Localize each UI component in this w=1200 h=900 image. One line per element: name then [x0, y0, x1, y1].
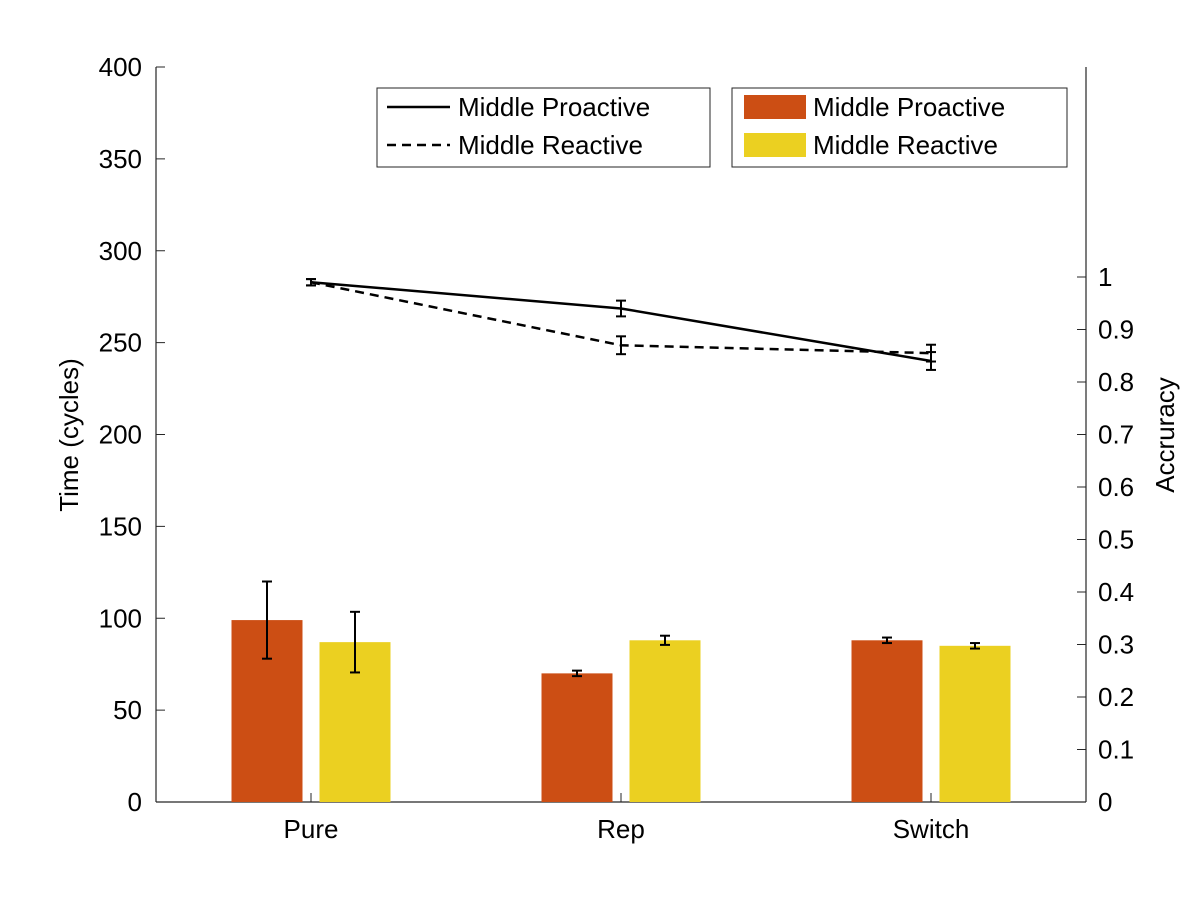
right-axis-title: Accruracy: [1150, 377, 1180, 493]
bar: [541, 673, 613, 802]
left-tick-label: 350: [99, 144, 142, 174]
right-tick-label: 0.5: [1098, 525, 1134, 555]
right-tick-label: 0.8: [1098, 367, 1134, 397]
right-tick-label: 1: [1098, 262, 1112, 292]
line-legend-label-2: Middle Reactive: [458, 130, 643, 160]
left-tick-label: 200: [99, 420, 142, 450]
bar-legend-label-2: Middle Reactive: [813, 130, 998, 160]
bar-series: [231, 580, 1011, 802]
left-axis-ticks: 0 50 100 150 200 250 300 350 400: [99, 52, 165, 817]
right-tick-label: 0.1: [1098, 735, 1134, 765]
bar-legend: Middle Proactive Middle Reactive: [731, 87, 1068, 168]
legend-swatch-reactive: [744, 133, 806, 157]
left-tick-label: 150: [99, 511, 142, 541]
x-tick-label: Rep: [597, 814, 645, 844]
line-legend-label-1: Middle Proactive: [458, 92, 650, 122]
left-tick-label: 100: [99, 603, 142, 633]
bar: [629, 640, 701, 802]
right-tick-label: 0.3: [1098, 630, 1134, 660]
right-tick-label: 0.7: [1098, 420, 1134, 450]
right-tick-label: 0: [1098, 787, 1112, 817]
right-tick-label: 0.2: [1098, 682, 1134, 712]
left-tick-label: 400: [99, 52, 142, 82]
left-tick-label: 0: [128, 787, 142, 817]
right-tick-label: 0.9: [1098, 315, 1134, 345]
bar-legend-label-1: Middle Proactive: [813, 92, 1005, 122]
x-tick-label: Pure: [284, 814, 339, 844]
bar: [939, 645, 1011, 802]
left-tick-label: 50: [113, 695, 142, 725]
left-tick-label: 300: [99, 236, 142, 266]
legend-swatch-proactive: [744, 95, 806, 119]
left-tick-label: 250: [99, 328, 142, 358]
right-axis-ticks: 0 0.1 0.2 0.3 0.4 0.5 0.6 0.7 0.8 0.9 1: [1077, 262, 1134, 817]
line-legend-box: [376, 87, 711, 168]
right-tick-label: 0.4: [1098, 577, 1134, 607]
x-tick-label: Switch: [893, 814, 970, 844]
line-legend: Middle Proactive Middle Reactive: [376, 87, 711, 168]
left-axis-title: Time (cycles): [54, 358, 84, 512]
bar: [851, 640, 923, 802]
x-axis-ticks: Pure Rep Switch: [284, 793, 970, 844]
line-series: [306, 278, 936, 371]
right-tick-label: 0.6: [1098, 472, 1134, 502]
